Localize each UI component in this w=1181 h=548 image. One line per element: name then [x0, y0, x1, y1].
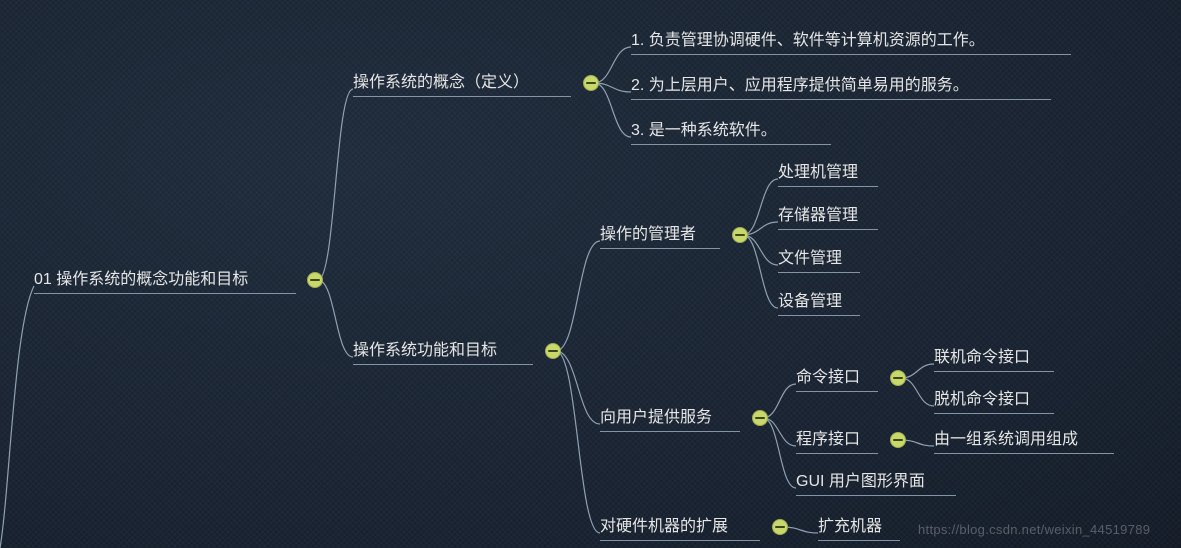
edge — [743, 235, 778, 308]
node-b1[interactable]: 操作的管理者 — [600, 227, 720, 243]
node-underline — [778, 229, 878, 230]
collapse-toggle-icon[interactable] — [732, 227, 748, 243]
node-label: 操作系统的概念（定义） — [353, 74, 529, 91]
node-underline — [934, 371, 1054, 372]
edge — [783, 527, 818, 533]
node-label: 联机命令接口 — [934, 349, 1030, 366]
edge — [901, 364, 934, 378]
node-underline — [631, 54, 1071, 55]
node-underline — [778, 186, 878, 187]
node-b3a[interactable]: 扩充机器 — [818, 519, 900, 535]
node-label: 1. 负责管理协调硬件、软件等计算机资源的工作。 — [631, 32, 985, 49]
node-b2b[interactable]: 程序接口 — [796, 432, 878, 448]
node-a1[interactable]: 1. 负责管理协调硬件、软件等计算机资源的工作。 — [631, 33, 1071, 49]
node-label: 2. 为上层用户、应用程序提供简单易用的服务。 — [631, 77, 969, 94]
node-underline — [600, 540, 760, 541]
edge — [556, 351, 600, 424]
node-label: 扩充机器 — [818, 518, 882, 535]
node-underline — [934, 453, 1114, 454]
edge — [318, 280, 353, 357]
node-b1d[interactable]: 设备管理 — [778, 294, 860, 310]
node-underline — [796, 495, 956, 496]
node-underline — [796, 453, 878, 454]
node-b1a[interactable]: 处理机管理 — [778, 165, 878, 181]
edge — [743, 235, 778, 265]
node-label: 3. 是一种系统软件。 — [631, 122, 777, 139]
node-underline — [353, 96, 571, 97]
collapse-toggle-icon[interactable] — [890, 370, 906, 386]
collapse-toggle-icon[interactable] — [752, 410, 768, 426]
edge — [556, 241, 600, 351]
mindmap-canvas: https://blog.csdn.net/weixin_44519789 01… — [0, 0, 1181, 548]
node-underline — [796, 391, 878, 392]
node-b2a[interactable]: 命令接口 — [796, 370, 878, 386]
node-root[interactable]: 01 操作系统的概念功能和目标 — [34, 272, 296, 288]
node-b2b1[interactable]: 由一组系统调用组成 — [934, 432, 1114, 448]
collapse-toggle-icon[interactable] — [307, 272, 323, 288]
node-underline — [778, 272, 860, 273]
edge — [901, 378, 934, 406]
node-label: 01 操作系统的概念功能和目标 — [34, 271, 248, 288]
collapse-toggle-icon[interactable] — [890, 432, 906, 448]
node-underline — [631, 99, 1051, 100]
node-label: 对硬件机器的扩展 — [600, 518, 728, 535]
node-underline — [600, 431, 740, 432]
edge — [556, 351, 600, 533]
node-label: GUI 用户图形界面 — [796, 473, 925, 490]
edge — [0, 286, 34, 548]
node-underline — [631, 144, 831, 145]
node-underline — [818, 540, 900, 541]
node-label: 脱机命令接口 — [934, 391, 1030, 408]
node-label: 存储器管理 — [778, 207, 858, 224]
node-underline — [934, 413, 1054, 414]
collapse-toggle-icon[interactable] — [545, 343, 561, 359]
edge — [763, 418, 796, 446]
edge — [763, 384, 796, 418]
collapse-toggle-icon[interactable] — [583, 75, 599, 91]
node-underline — [778, 315, 860, 316]
node-label: 操作系统功能和目标 — [353, 342, 497, 359]
node-label: 向用户提供服务 — [600, 409, 712, 426]
node-underline — [600, 248, 720, 249]
edge — [743, 179, 778, 235]
collapse-toggle-icon[interactable] — [772, 519, 788, 535]
node-label: 设备管理 — [778, 293, 842, 310]
node-a[interactable]: 操作系统的概念（定义） — [353, 75, 571, 91]
node-label: 程序接口 — [796, 431, 860, 448]
node-label: 文件管理 — [778, 250, 842, 267]
node-label: 处理机管理 — [778, 164, 858, 181]
node-b[interactable]: 操作系统功能和目标 — [353, 343, 533, 359]
node-label: 命令接口 — [796, 369, 860, 386]
node-label: 由一组系统调用组成 — [934, 431, 1078, 448]
edge — [318, 89, 353, 280]
node-underline — [34, 293, 296, 294]
node-label: 操作的管理者 — [600, 226, 696, 243]
node-a2[interactable]: 2. 为上层用户、应用程序提供简单易用的服务。 — [631, 78, 1051, 94]
edge — [594, 47, 631, 83]
edge — [763, 418, 796, 488]
node-b2a2[interactable]: 脱机命令接口 — [934, 392, 1054, 408]
node-b1b[interactable]: 存储器管理 — [778, 208, 878, 224]
node-b2a1[interactable]: 联机命令接口 — [934, 350, 1054, 366]
node-b1c[interactable]: 文件管理 — [778, 251, 860, 267]
node-b2c[interactable]: GUI 用户图形界面 — [796, 474, 956, 490]
node-underline — [353, 364, 533, 365]
node-b3[interactable]: 对硬件机器的扩展 — [600, 519, 760, 535]
node-b2[interactable]: 向用户提供服务 — [600, 410, 740, 426]
node-a3[interactable]: 3. 是一种系统软件。 — [631, 123, 831, 139]
